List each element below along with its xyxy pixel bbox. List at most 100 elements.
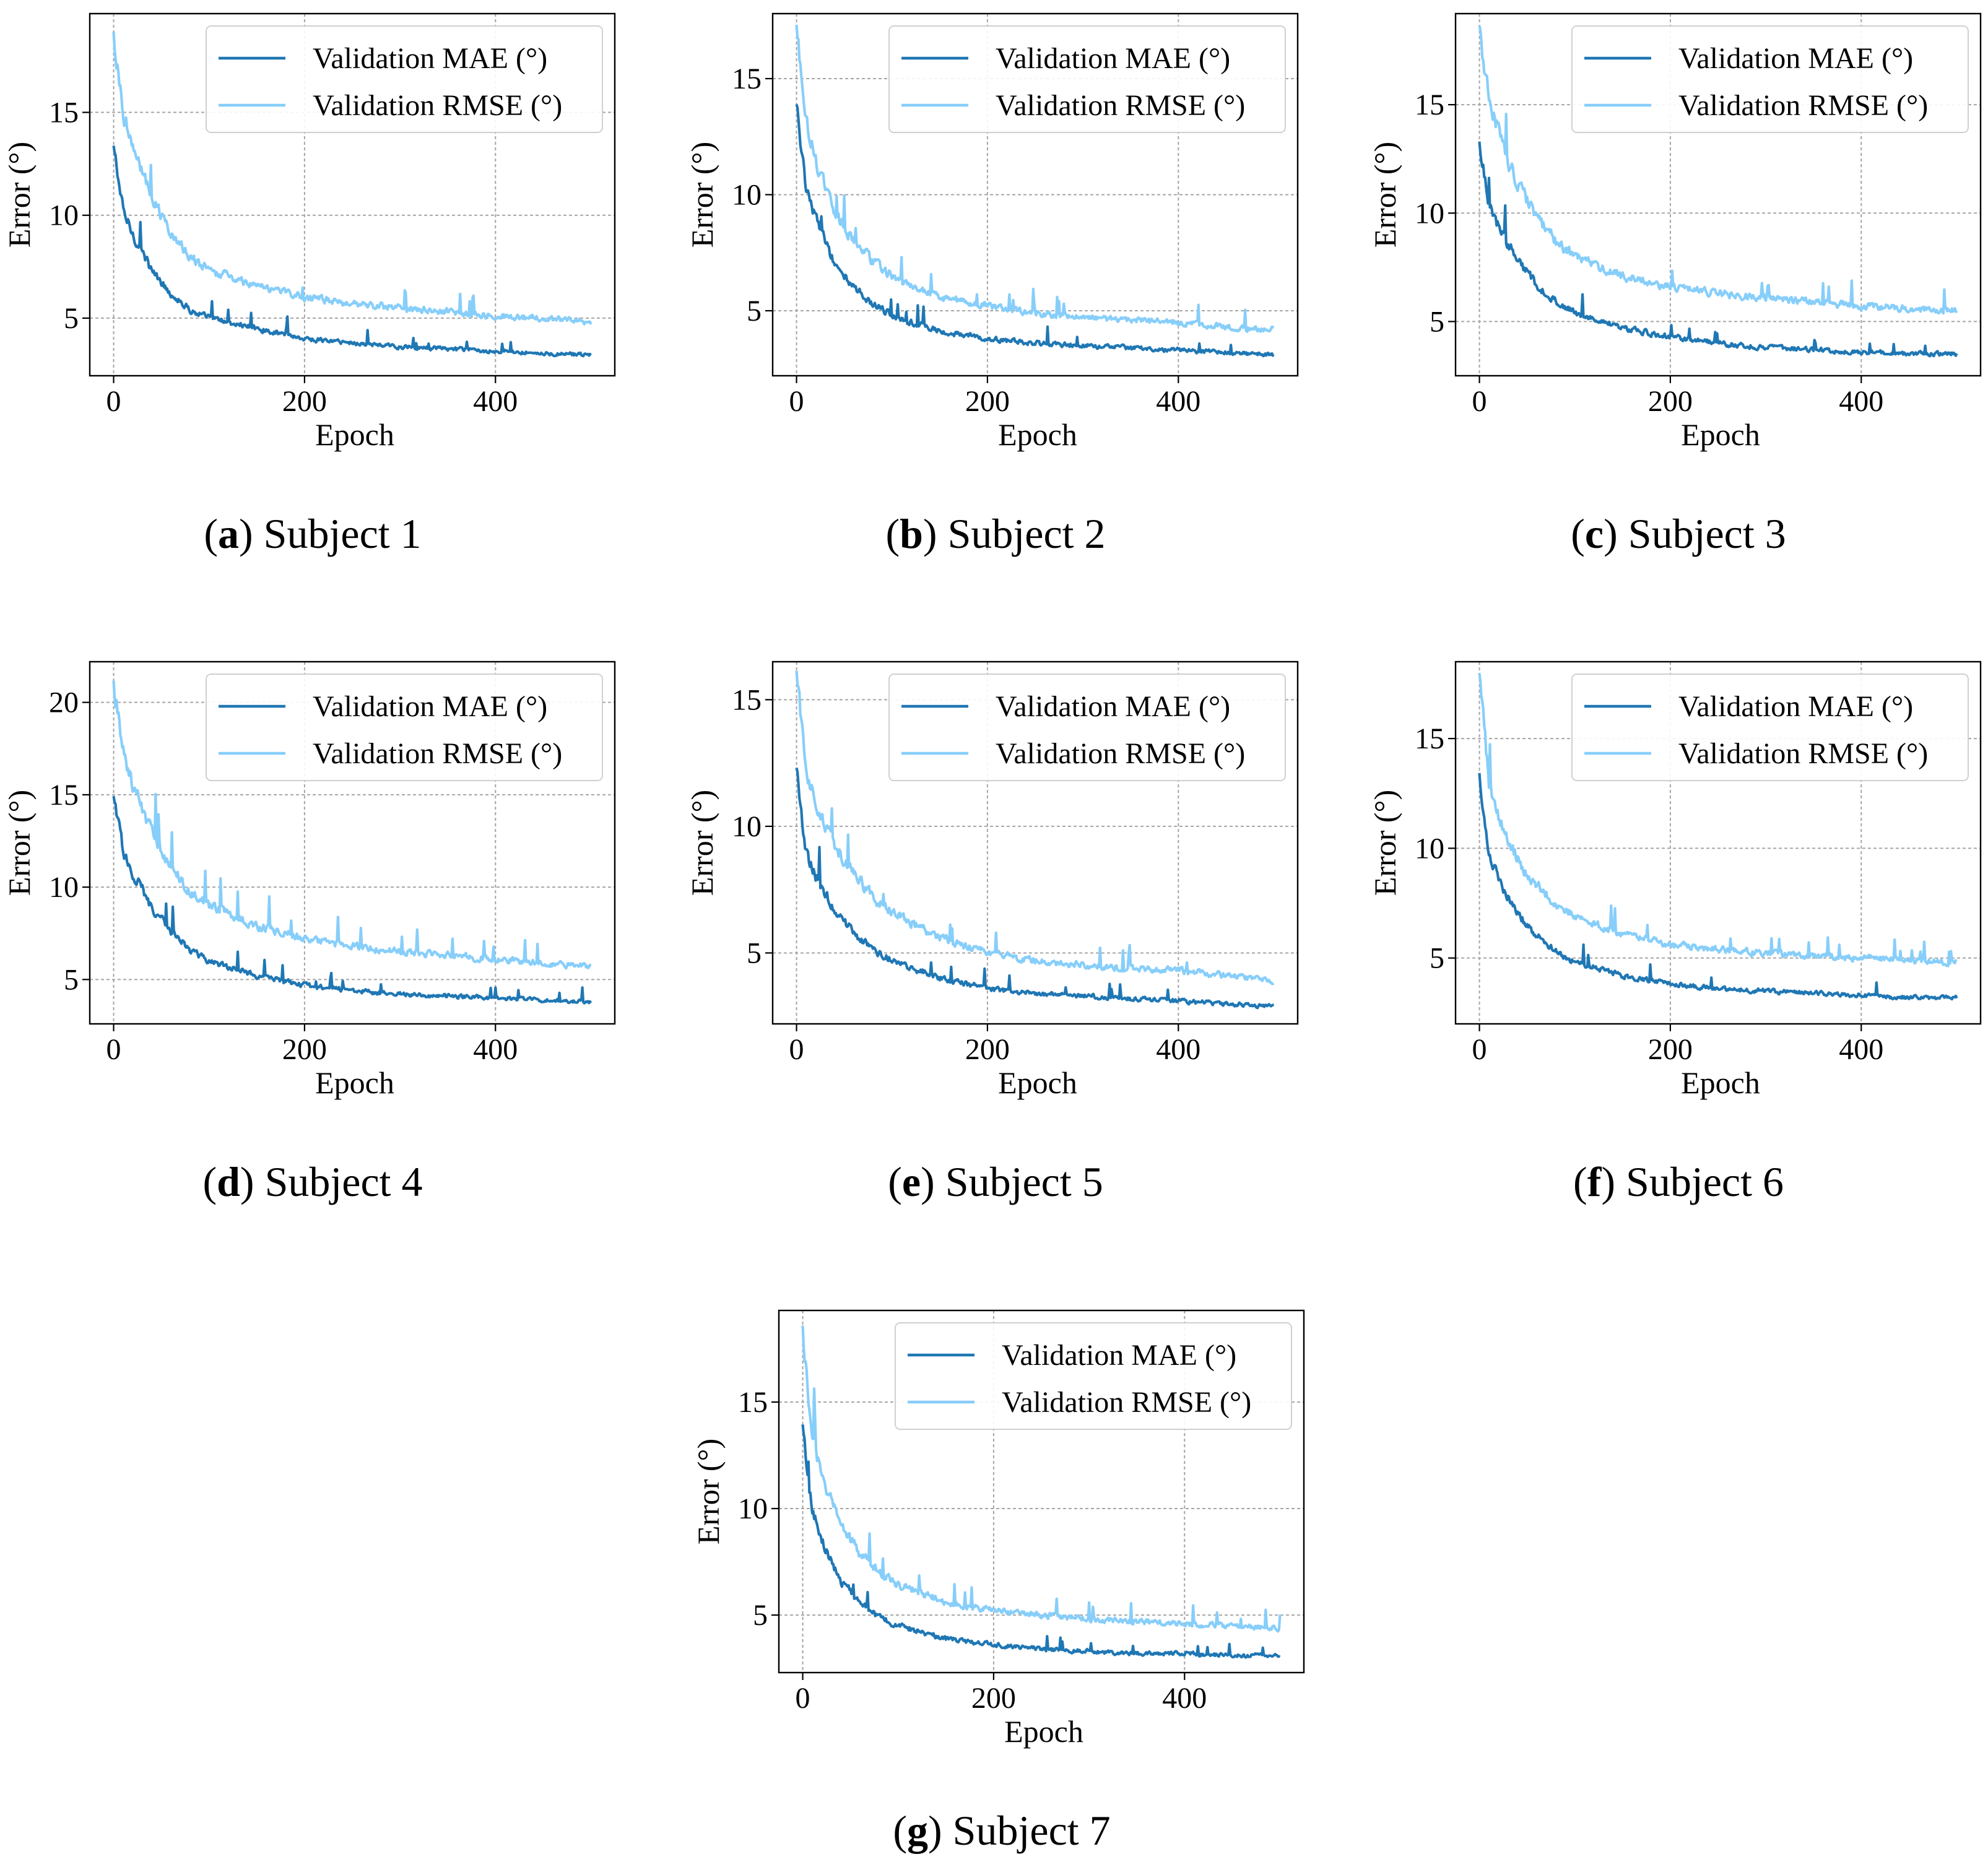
caption-subject-5: (e) Subject 5 [655, 1154, 1336, 1210]
x-tick-label: 200 [282, 385, 327, 418]
caption-subject-1: (a) Subject 1 [0, 506, 653, 561]
caption-text: Subject 3 [1628, 510, 1786, 557]
legend: Validation MAE (°) Validation RMSE (°) [206, 25, 603, 133]
legend-label: Validation MAE (°) [313, 690, 547, 723]
caption-subject-7: (g) Subject 7 [661, 1803, 1342, 1858]
x-axis-label: Epoch [1681, 1065, 1760, 1100]
x-tick-label: 400 [1839, 1033, 1883, 1066]
axes-frame [89, 660, 616, 1025]
x-tick-label: 200 [971, 1682, 1016, 1715]
caption-subject-3: (c) Subject 3 [1338, 506, 1988, 561]
y-tick-label: 15 [738, 1386, 768, 1419]
axes-frame [1454, 660, 1982, 1025]
x-tick-label: 200 [1648, 1033, 1693, 1066]
legend: Validation MAE (°) Validation RMSE (°) [895, 1322, 1292, 1430]
legend-label: Validation RMSE (°) [1678, 89, 1928, 122]
y-tick-label: 5 [1430, 305, 1444, 338]
caption-paren: ( [1573, 1158, 1587, 1205]
caption-paren: ) [1601, 1158, 1626, 1205]
y-axis-label: Error (°) [1368, 790, 1402, 896]
y-tick-label: 15 [1415, 89, 1444, 121]
caption-paren: ( [202, 1158, 217, 1205]
caption-letter: a [218, 510, 240, 557]
legend: Validation MAE (°) Validation RMSE (°) [206, 673, 603, 781]
chart-subject-7: 0 200 400 5 10 15 Epoch Error (°) Validation MAE… [691, 1309, 1305, 1749]
caption-letter: b [900, 510, 923, 557]
y-tick-label: 10 [738, 1492, 768, 1525]
y-tick-label: 15 [49, 779, 79, 812]
x-axis-label: Epoch [1004, 1714, 1083, 1749]
caption-subject-4: (d) Subject 4 [0, 1154, 653, 1210]
y-tick-label: 10 [49, 871, 79, 904]
axes-frame [1454, 12, 1982, 377]
y-tick-label: 20 [49, 686, 79, 719]
series-rmse-line [1478, 673, 1958, 968]
legend: Validation MAE (°) Validation RMSE (°) [1571, 673, 1969, 781]
chart-subject-6: 0 200 400 5 10 15 Epoch Error (°) Validation MAE… [1368, 660, 1982, 1100]
y-axis-label: Error (°) [685, 142, 719, 248]
caption-paren: ) [1604, 510, 1628, 557]
x-tick-label: 0 [1472, 1033, 1487, 1066]
y-tick-label: 5 [747, 937, 762, 969]
series-mae-line [112, 795, 592, 1005]
x-tick-label: 0 [106, 1033, 121, 1066]
caption-subject-2: (b) Subject 2 [655, 506, 1336, 561]
legend-box [206, 25, 603, 133]
y-tick-label: 15 [1415, 722, 1444, 755]
y-tick-label: 10 [732, 179, 762, 212]
caption-text: Subject 5 [945, 1158, 1103, 1205]
legend-box [888, 673, 1286, 781]
axes-frame [89, 12, 616, 377]
legend-label: Validation RMSE (°) [996, 737, 1245, 770]
series-mae-line [1478, 773, 1958, 1001]
y-tick-label: 15 [732, 63, 762, 95]
caption-letter: d [217, 1158, 240, 1205]
y-tick-label: 10 [1415, 197, 1444, 230]
y-axis-label: Error (°) [2, 142, 37, 248]
x-axis-label: Epoch [315, 1065, 394, 1100]
y-tick-label: 5 [1430, 942, 1444, 975]
x-tick-label: 400 [1156, 385, 1200, 418]
series-rmse-line [801, 1325, 1282, 1633]
x-tick-label: 400 [473, 385, 518, 418]
axes-frame [771, 660, 1299, 1025]
y-tick-label: 10 [1415, 832, 1444, 865]
series-mae-line [112, 145, 592, 358]
series-mae-line [795, 767, 1275, 1010]
legend-box [895, 1322, 1292, 1430]
caption-paren: ) [239, 510, 264, 557]
series-rmse-line [795, 670, 1275, 985]
legend-label: Validation RMSE (°) [1002, 1386, 1251, 1419]
legend-box [206, 673, 603, 781]
x-tick-label: 400 [1839, 385, 1883, 418]
caption-letter: g [907, 1807, 929, 1854]
legend-label: Validation RMSE (°) [1678, 737, 1928, 770]
y-axis-label: Error (°) [2, 790, 37, 896]
caption-subject-6: (f) Subject 6 [1338, 1154, 1988, 1210]
y-tick-label: 10 [732, 810, 762, 843]
chart-subject-2: 0 200 400 5 10 15 Epoch Error (°) Validation MAE… [685, 12, 1299, 452]
series-rmse-line [1478, 25, 1958, 315]
x-tick-label: 400 [473, 1033, 518, 1066]
y-axis-label: Error (°) [1368, 142, 1402, 248]
axes-frame [778, 1309, 1305, 1674]
x-tick-label: 400 [1162, 1682, 1207, 1715]
legend-label: Validation RMSE (°) [313, 89, 562, 122]
legend-label: Validation RMSE (°) [313, 737, 562, 770]
caption-paren: ( [893, 1807, 908, 1854]
x-axis-label: Epoch [998, 1065, 1077, 1100]
y-tick-label: 15 [732, 683, 762, 716]
series-mae-line [1478, 141, 1958, 358]
legend-label: Validation MAE (°) [1678, 42, 1913, 75]
caption-paren: ( [204, 510, 219, 557]
caption-paren: ) [240, 1158, 265, 1205]
series-mae-line [795, 103, 1275, 358]
legend-box [1571, 673, 1969, 781]
series-rmse-line [112, 680, 592, 970]
caption-paren: ) [928, 1807, 953, 1854]
legend: Validation MAE (°) Validation RMSE (°) [888, 25, 1286, 133]
legend-label: Validation MAE (°) [1002, 1339, 1236, 1372]
y-tick-label: 15 [49, 97, 79, 129]
x-tick-label: 0 [106, 385, 121, 418]
